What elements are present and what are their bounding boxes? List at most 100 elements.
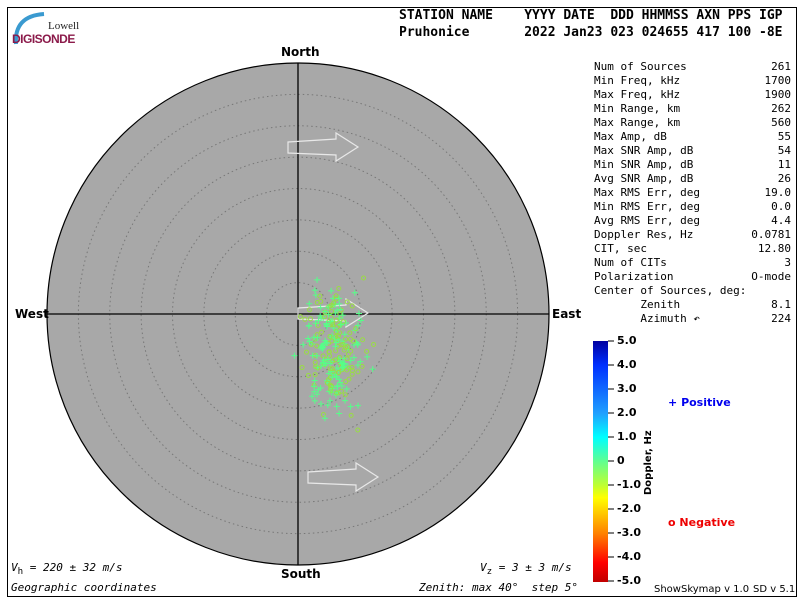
source-negative <box>348 348 354 354</box>
sd-version: SD v 5.1 <box>753 584 796 595</box>
stat-value: 0.0781 <box>751 228 791 241</box>
source-negative <box>312 359 318 365</box>
source-positive <box>311 377 318 384</box>
stat-row: Min Freq, kHz 1700 <box>594 74 791 88</box>
source-positive <box>338 382 345 389</box>
source-negative <box>329 338 335 344</box>
source-positive <box>314 276 321 283</box>
source-positive <box>364 353 371 360</box>
source-positive <box>354 340 361 347</box>
source-positive <box>341 331 348 338</box>
colorbar-tick-label: 0 <box>617 454 625 467</box>
stat-label: Avg SNR Amp, dB <box>594 172 694 185</box>
source-positive <box>350 354 357 361</box>
digisonde-logo: Lowell DIGISONDE <box>12 10 102 50</box>
stat-label: Zenith <box>594 298 681 311</box>
source-negative <box>343 345 349 351</box>
source-positive <box>342 397 349 404</box>
source-negative <box>343 379 349 385</box>
source-negative <box>326 349 332 355</box>
header-column-labels: STATION NAME YYYY DATE DDD HHMMSS AXN PP… <box>399 8 783 23</box>
source-negative <box>333 329 339 335</box>
source-negative <box>371 341 377 347</box>
velocity-arrow <box>287 131 360 163</box>
source-positive <box>339 364 346 371</box>
source-positive <box>317 384 324 391</box>
source-positive <box>305 335 312 342</box>
source-negative <box>336 286 342 292</box>
stat-row: Max RMS Err, deg 19.0 <box>594 186 791 200</box>
source-negative <box>337 311 343 317</box>
source-negative <box>314 299 320 305</box>
stat-label: Avg RMS Err, deg <box>594 214 700 227</box>
source-negative <box>327 333 333 339</box>
stat-label: Min RMS Err, deg <box>594 200 700 213</box>
stat-label: Max Range, km <box>594 116 681 129</box>
source-negative <box>314 332 320 338</box>
stat-label: Max RMS Err, deg <box>594 186 700 199</box>
legend-positive-label: Positive <box>681 396 731 409</box>
source-negative <box>329 308 335 314</box>
source-negative <box>355 427 361 433</box>
source-negative <box>361 275 367 281</box>
source-positive <box>320 344 327 351</box>
source-positive <box>309 393 316 400</box>
colorbar-tick-label: -2.0 <box>617 502 642 515</box>
source-negative <box>337 354 343 360</box>
source-negative <box>302 316 308 322</box>
source-negative <box>320 412 326 418</box>
source-negative <box>344 299 350 305</box>
source-positive <box>312 320 319 327</box>
colorbar-tick-label: 4.0 <box>617 358 637 371</box>
source-negative <box>331 300 337 306</box>
stat-value: 11 <box>777 158 791 171</box>
source-negative <box>304 349 310 355</box>
stat-label: Num of Sources <box>594 60 687 73</box>
source-positive <box>336 410 343 417</box>
source-negative <box>320 353 326 359</box>
source-negative <box>328 383 334 389</box>
statistics-panel: Num of Sources 261 Min Freq, kHz 1700 Max Fr… <box>594 60 791 326</box>
source-positive <box>332 343 339 350</box>
colorbar-tick-label: -4.0 <box>617 550 642 563</box>
source-negative <box>349 367 355 373</box>
logo-text-bottom: DIGISONDE <box>12 32 75 46</box>
stat-row: Doppler Res, Hz 0.0781 <box>594 228 791 242</box>
source-negative <box>305 372 311 378</box>
stat-row: Avg RMS Err, deg 4.4 <box>594 214 791 228</box>
stat-value: 3 <box>784 256 791 269</box>
source-positive <box>323 323 330 330</box>
source-positive <box>306 300 313 307</box>
stat-row: Num of Sources 261 <box>594 60 791 74</box>
colorbar-tick-label: 3.0 <box>617 382 637 395</box>
source-negative <box>319 329 325 335</box>
circle-icon: o <box>668 516 676 529</box>
source-positive <box>355 310 362 317</box>
north-label: North <box>281 45 320 59</box>
west-label: West <box>15 307 49 321</box>
stat-label: Max SNR Amp, dB <box>594 144 694 157</box>
stat-row: Azimuth ↶ 224 <box>594 312 791 326</box>
source-positive <box>329 374 336 381</box>
source-negative <box>349 364 355 370</box>
stat-label: Min Range, km <box>594 102 681 115</box>
top-border <box>7 7 797 8</box>
source-negative <box>328 386 334 392</box>
source-negative <box>346 376 352 382</box>
stat-row: Avg SNR Amp, dB 26 <box>594 172 791 186</box>
vz-symbol: V <box>480 561 487 574</box>
stat-value: 8.1 <box>771 298 791 311</box>
source-negative <box>343 336 349 342</box>
vh-subscript: h <box>17 566 24 578</box>
source-positive <box>311 383 318 390</box>
source-positive <box>313 352 320 359</box>
source-positive <box>329 295 336 302</box>
source-positive <box>336 300 343 307</box>
source-negative <box>329 366 335 372</box>
south-label: South <box>281 567 321 581</box>
source-negative <box>342 392 348 398</box>
stat-value: 1900 <box>764 88 792 101</box>
source-positive <box>311 397 318 404</box>
source-negative <box>348 412 354 418</box>
